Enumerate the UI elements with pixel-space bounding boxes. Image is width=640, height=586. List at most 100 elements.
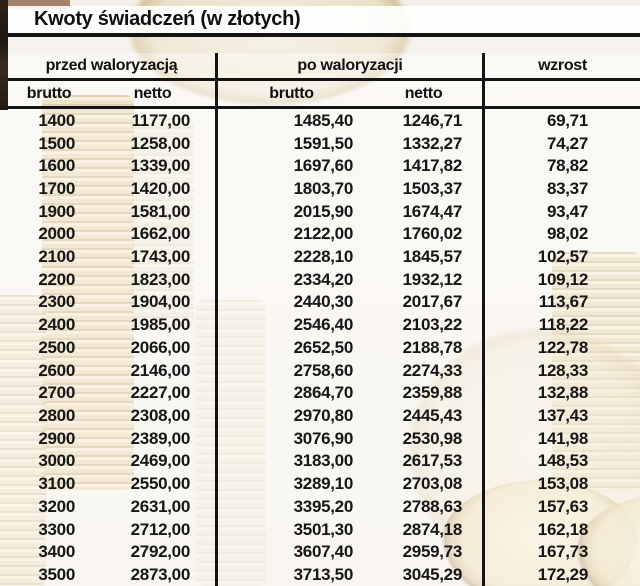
column-header-po-brutto: brutto [269,84,314,102]
cell-po_brutto: 3607,40 [293,542,354,562]
cell-przed_brutto: 2500 [38,337,75,357]
cell-po_brutto: 2864,70 [293,383,354,403]
cell-po_brutto: 3183,00 [293,451,354,471]
cell-po_netto: 2530,98 [402,428,463,448]
cell-przed_netto: 1177,00 [131,110,191,130]
table-row: 2500 2066,00 2652,50 2188,78 122,78 [0,336,640,359]
cell-wzrost: 132,88 [537,383,589,403]
cell-po_netto: 1932,12 [402,269,463,289]
cell-wzrost: 98,02 [546,224,588,244]
cell-po_netto: 1845,57 [402,247,463,267]
table-row: 3000 2469,00 3183,00 2617,53 148,53 [0,450,640,473]
cell-przed_netto: 2389,00 [130,428,191,448]
cell-wzrost: 157,63 [537,496,589,516]
cell-przed_brutto: 2900 [38,428,75,448]
cell-po_netto: 2617,53 [402,451,463,471]
cell-po_brutto: 3076,90 [293,428,354,448]
cell-wzrost: 137,43 [537,405,589,425]
cell-po_brutto: 3395,20 [293,496,354,516]
cell-przed_brutto: 3500 [38,564,75,584]
cell-przed_netto: 2792,00 [130,542,191,562]
cell-wzrost: 118,22 [538,315,589,335]
cell-po_brutto: 3289,10 [293,474,354,494]
cell-przed_brutto: 1900 [38,201,75,221]
cell-przed_netto: 2469,00 [130,451,191,471]
cell-po_brutto: 2015,90 [293,201,354,221]
cell-przed_brutto: 1400 [38,110,75,130]
cell-po_brutto: 1697,60 [293,156,354,176]
table-body: 1400 1177,00 1485,40 1246,71 69,71 1500 1258,0… [0,109,640,586]
coin-fragment [8,0,70,9]
cell-przed_brutto: 1500 [38,133,75,153]
cell-po_brutto: 2546,40 [293,315,354,335]
cell-wzrost: 128,33 [537,360,589,380]
cell-po_netto: 2445,43 [402,405,463,425]
cell-przed_netto: 1823,00 [130,269,191,289]
cell-przed_brutto: 3300 [38,519,75,539]
benefits-table: przed waloryzacją po waloryzacji wzrost … [0,37,640,586]
cell-przed_netto: 2308,00 [130,405,191,425]
cell-przed_brutto: 3100 [38,474,75,494]
group-header-row: przed waloryzacją po waloryzacji wzrost [0,53,640,81]
cell-wzrost: 162,18 [537,519,589,539]
table-row: 2600 2146,00 2758,60 2274,33 128,33 [0,359,640,382]
cell-przed_brutto: 2300 [38,292,75,312]
cell-po_brutto: 2334,20 [293,269,354,289]
cell-przed_brutto: 1700 [38,178,75,198]
cell-po_netto: 2788,63 [402,496,463,516]
table-row: 3400 2792,00 3607,40 2959,73 167,73 [0,540,640,563]
cell-po_netto: 2959,73 [402,542,463,562]
table-row: 3300 2712,00 3501,30 2874,18 162,18 [0,518,640,541]
cell-wzrost: 148,53 [537,451,589,471]
cell-po_netto: 2188,78 [402,337,463,357]
table-row: 1900 1581,00 2015,90 1674,47 93,47 [0,200,640,223]
table-row: 3500 2873,00 3713,50 3045,29 172,29 [0,563,640,586]
cell-po_netto: 1332,27 [402,133,463,153]
cell-przed_netto: 1662,00 [130,224,191,244]
cell-wzrost: 172,29 [537,564,589,584]
cell-przed_brutto: 1600 [38,156,75,176]
cell-przed_brutto: 2700 [38,383,75,403]
cell-przed_netto: 2631,00 [130,496,191,516]
table-row: 1600 1339,00 1697,60 1417,82 78,82 [0,154,640,177]
cell-po_brutto: 2228,10 [293,247,354,267]
cell-po_netto: 1674,47 [402,201,463,221]
cell-po_brutto: 1485,40 [293,110,354,130]
table-row: 2800 2308,00 2970,80 2445,43 137,43 [0,404,640,427]
cell-po_brutto: 2652,50 [293,337,354,357]
cell-po_netto: 3045,29 [402,564,463,584]
cell-przed_brutto: 3000 [38,451,75,471]
group-header-przed-waloryzacja: przed waloryzacją [45,56,178,74]
cell-przed_brutto: 3200 [38,496,75,516]
table-row: 3100 2550,00 3289,10 2703,08 153,08 [0,472,640,495]
cell-przed_brutto: 3400 [38,542,75,562]
table-row: 2100 1743,00 2228,10 1845,57 102,57 [0,245,640,268]
table-row: 2300 1904,00 2440,30 2017,67 113,67 [0,291,640,314]
table-top-spacer [0,37,640,53]
cell-wzrost: 93,47 [546,201,588,221]
group-header-po-waloryzacji: po waloryzacji [297,56,403,74]
cell-wzrost: 153,08 [537,474,589,494]
cell-przed_netto: 1985,00 [130,315,191,335]
cell-przed_brutto: 2200 [38,269,75,289]
cell-przed_netto: 2550,00 [130,474,191,494]
cell-po_netto: 1246,71 [402,110,463,130]
cell-po_netto: 1760,02 [402,224,463,244]
column-divider-2 [482,53,485,586]
cell-przed_netto: 1904,00 [130,292,191,312]
cell-przed_brutto: 2400 [38,315,75,335]
cell-przed_netto: 1339,00 [130,156,191,176]
cell-po_brutto: 2970,80 [293,405,354,425]
cell-po_brutto: 2440,30 [293,292,354,312]
page-title: Kwoty świadczeń (w złotych) [34,8,301,30]
sub-header-row: brutto netto brutto netto [0,81,640,109]
cell-wzrost: 122,78 [537,337,589,357]
table-row: 2700 2227,00 2864,70 2359,88 132,88 [0,381,640,404]
cell-wzrost: 74,27 [546,133,588,153]
cell-po_netto: 2274,33 [402,360,463,380]
cell-wzrost: 109,12 [537,269,589,289]
cell-przed_netto: 1420,00 [130,178,191,198]
cell-po_brutto: 1591,50 [293,133,354,153]
cell-przed_netto: 1258,00 [130,133,191,153]
